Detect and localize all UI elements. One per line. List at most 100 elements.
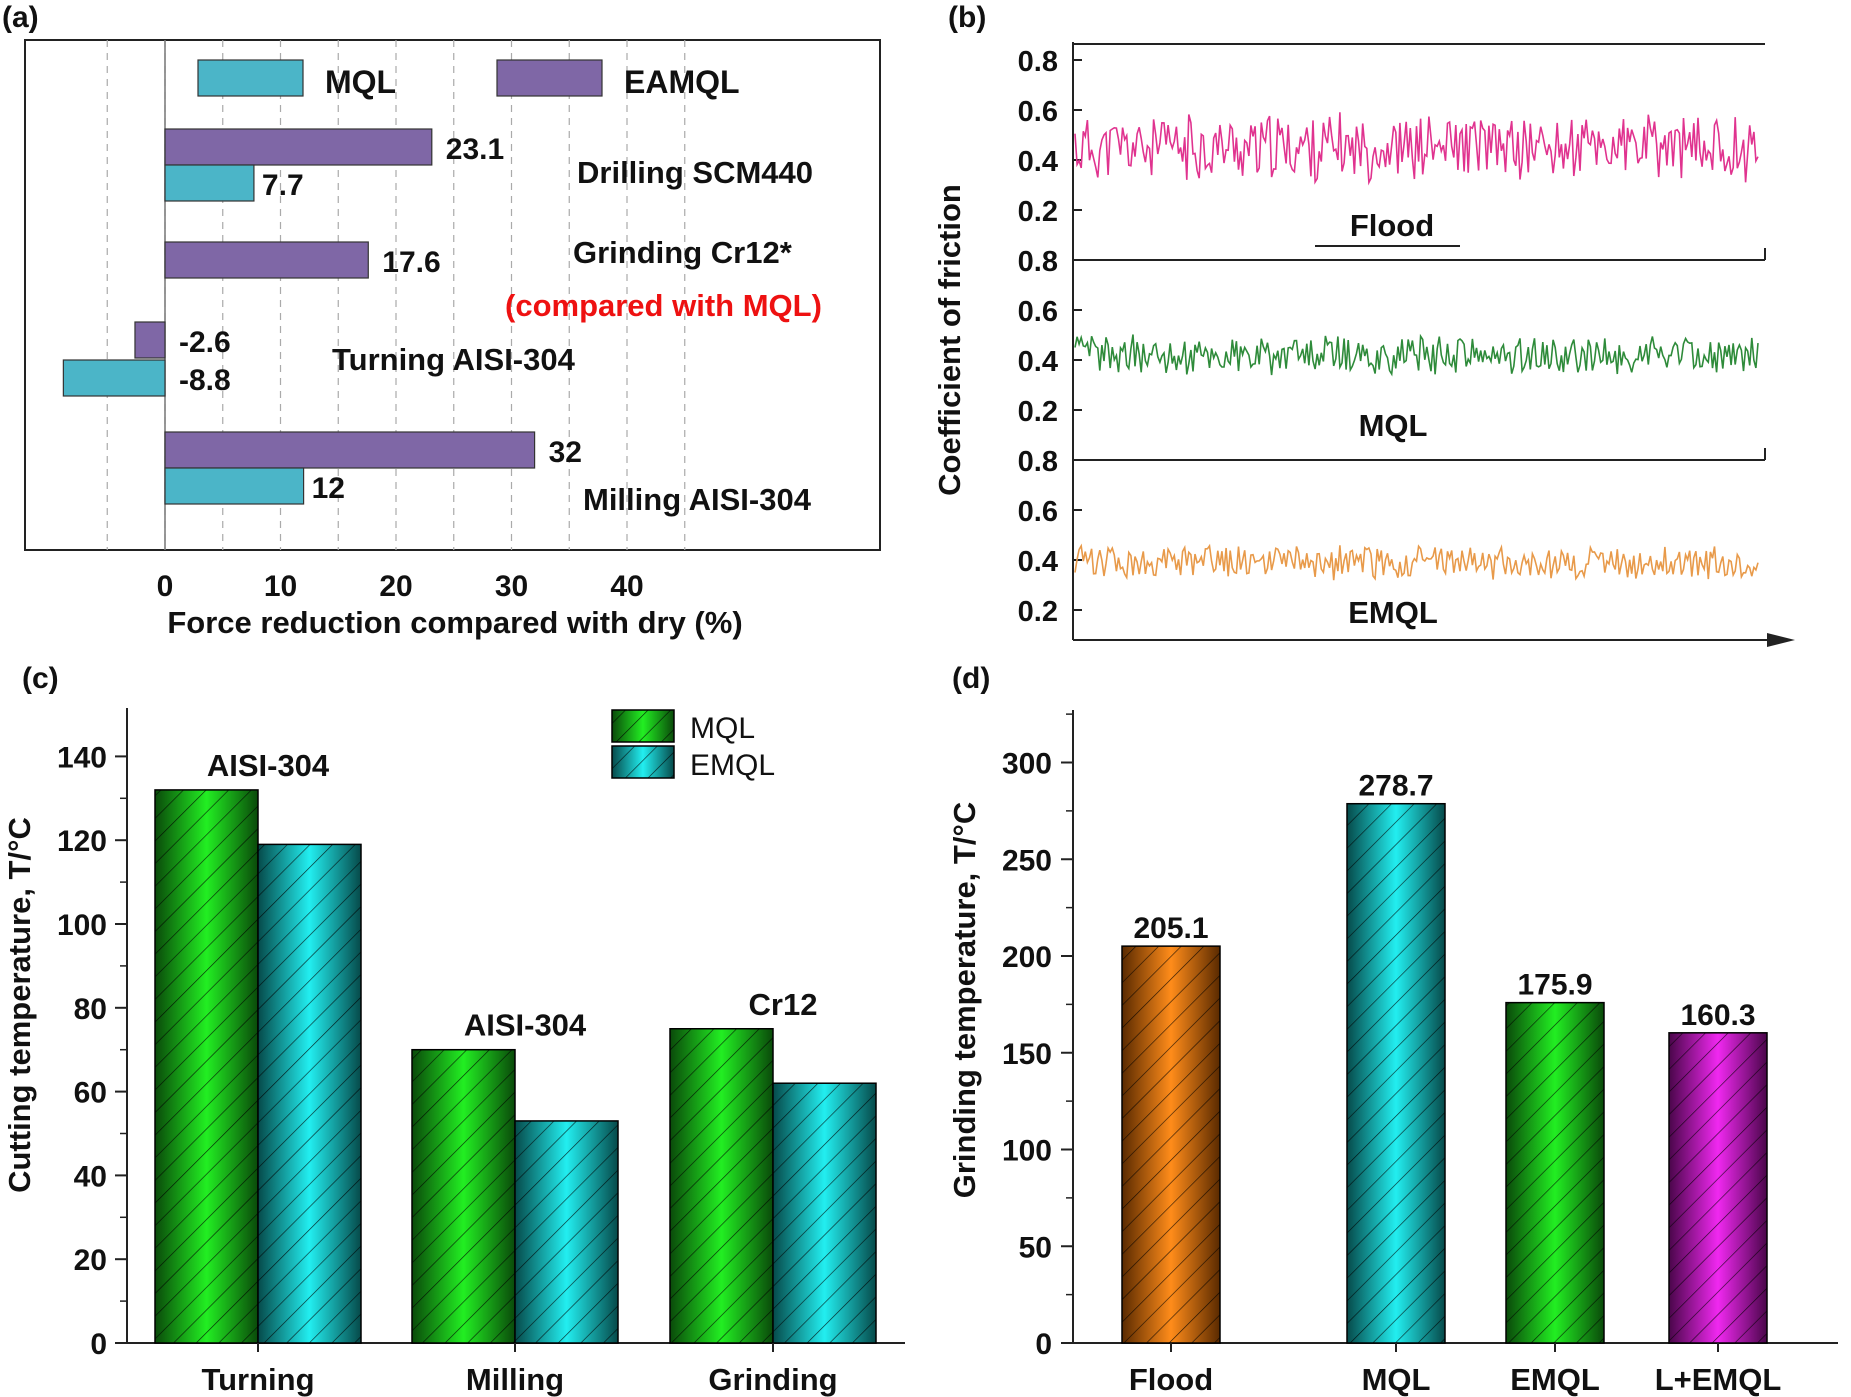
panel-d-ytick-label: 150 <box>1002 1038 1052 1071</box>
bar-value-label-eamql: -2.6 <box>179 326 231 359</box>
panel-a-frame <box>24 39 881 551</box>
panel-d-value-label: 278.7 <box>1358 770 1433 803</box>
bar-eamql <box>164 128 433 166</box>
panel-c-category-label: Turning <box>201 1362 314 1397</box>
panel-b-ytick-label: 0.2 <box>1018 396 1058 428</box>
bar-hatch <box>1122 946 1220 1343</box>
category-label-drilling: Drilling SCM440 <box>577 155 813 190</box>
legend-label-mql-c: MQL <box>690 712 755 745</box>
panel-b-ytick-label: 0.4 <box>1018 546 1058 578</box>
panel-b-x-axis-arrow <box>1767 633 1795 647</box>
panel-c-ytick-label: 20 <box>74 1244 107 1277</box>
panel-c-group-label: AISI-304 <box>464 1008 587 1043</box>
panel-a-label: (a) <box>2 1 39 34</box>
bar-hatch <box>412 1049 515 1343</box>
bar-mql <box>164 164 255 202</box>
legend-swatch-mql <box>197 59 304 97</box>
panel-d-category-label: Flood <box>1129 1362 1213 1397</box>
panel-b-ytick-label: 0.4 <box>1018 346 1058 378</box>
panel-d-ytick-label: 50 <box>1019 1231 1052 1264</box>
panel-b-ytick-label: 0.2 <box>1018 596 1058 628</box>
friction-series-line <box>1074 112 1759 186</box>
bar-hatch <box>670 1028 773 1343</box>
friction-series-label: Flood <box>1350 208 1434 243</box>
bar-value-label-eamql: 32 <box>549 436 582 469</box>
panel-d-category-label: EMQL <box>1510 1362 1600 1397</box>
category-label-grinding: Grinding Cr12* <box>573 235 793 270</box>
bar-eamql <box>134 321 166 359</box>
bar-value-label-mql: -8.8 <box>179 364 231 397</box>
panel-b-ytick-label: 0.8 <box>1018 446 1058 478</box>
panel-b-label: (b) <box>948 1 986 34</box>
panel-d-value-label: 160.3 <box>1680 999 1755 1032</box>
panel-d-ytick-label: 0 <box>1035 1328 1052 1361</box>
bar-hatch <box>1669 1032 1767 1343</box>
panel-c-cutting-temperature: (c) Cutting temperature, T/°C MQL EMQL 0… <box>2 662 905 1397</box>
panel-c-ytick-label: 120 <box>57 825 107 858</box>
friction-series-line <box>1074 333 1759 377</box>
friction-series-line <box>1074 543 1759 581</box>
panel-d-ylabel: Grinding temperature, T/°C <box>947 802 982 1199</box>
panel-a-xtick-label: 20 <box>379 570 412 603</box>
panel-d-ytick-label: 200 <box>1002 941 1052 974</box>
panel-b-ytick-label: 0.8 <box>1018 46 1058 78</box>
bar-hatch <box>258 844 361 1343</box>
bar-eamql <box>164 431 536 469</box>
panel-d-ytick-label: 100 <box>1002 1135 1052 1168</box>
panel-b-ytick-label: 0.6 <box>1018 96 1058 128</box>
friction-series-label: EMQL <box>1348 595 1438 630</box>
panel-c-ytick-label: 0 <box>90 1328 107 1361</box>
panel-a-xtick-label: 10 <box>264 570 297 603</box>
bar-eamql <box>164 241 369 279</box>
panel-c-ytick-label: 60 <box>74 1077 107 1110</box>
panel-b-ytick-label: 0.8 <box>1018 246 1058 278</box>
panel-c-category-label: Milling <box>466 1362 564 1397</box>
panel-b-ytick-label: 0.2 <box>1018 196 1058 228</box>
panel-b-ytick-label: 0.6 <box>1018 496 1058 528</box>
panel-d-category-label: L+EMQL <box>1655 1362 1782 1397</box>
panel-c-ytick-label: 100 <box>57 909 107 942</box>
panel-c-group-label: Cr12 <box>749 987 818 1022</box>
bar-value-label-mql: 7.7 <box>262 169 304 202</box>
legend-label-mql: MQL <box>325 64 396 100</box>
panel-d-category-label: MQL <box>1362 1362 1431 1397</box>
panel-c-ytick-label: 80 <box>74 993 107 1026</box>
panel-d-value-label: 205.1 <box>1133 912 1208 945</box>
panel-d-ytick-label: 300 <box>1002 748 1052 781</box>
bar-mql <box>62 359 166 397</box>
panel-b-ytick-label: 0.4 <box>1018 146 1058 178</box>
panel-b-friction: (b) Coefficient of friction 0.8 0.6 0.4 0.2… <box>932 1 1795 647</box>
category-label-turning: Turning AISI-304 <box>332 342 576 377</box>
panel-c-ytick-label: 140 <box>57 741 107 774</box>
panel-d-label: (d) <box>952 662 990 695</box>
bar-value-label-eamql: 17.6 <box>382 246 440 279</box>
panel-a-xtick-label: 0 <box>157 570 174 603</box>
bar-hatch <box>1506 1002 1604 1343</box>
panel-b-ylabel: Coefficient of friction <box>932 184 967 496</box>
panel-a-xlabel: Force reduction compared with dry (%) <box>167 605 742 640</box>
panel-a-xtick-label: 40 <box>610 570 643 603</box>
legend-swatch-eamql <box>496 59 603 97</box>
legend-swatch-mql-c-hatch <box>612 710 674 742</box>
panel-c-ylabel: Cutting temperature, T/°C <box>2 817 37 1193</box>
legend-label-emql-c: EMQL <box>690 749 775 782</box>
bar-value-label-eamql: 23.1 <box>446 133 504 166</box>
panel-c-ytick-label: 40 <box>74 1160 107 1193</box>
legend-swatch-emql-c-hatch <box>612 746 674 778</box>
bar-mql <box>164 467 305 505</box>
annotation-compared-with-mql: (compared with MQL) <box>505 288 822 323</box>
bar-value-label-mql: 12 <box>312 472 345 505</box>
panel-c-label: (c) <box>22 662 59 695</box>
legend-label-eamql: EAMQL <box>624 64 740 100</box>
category-label-milling: Milling AISI-304 <box>583 482 812 517</box>
panel-a-force-reduction: (a) MQL EAMQL 23.1 7.7 17.6 -2.6 -8.8 32 12 Dr… <box>2 1 881 640</box>
panel-c-category-label: Grinding <box>708 1362 837 1397</box>
panel-b-ytick-label: 0.6 <box>1018 296 1058 328</box>
bar-hatch <box>155 789 258 1343</box>
panel-c-group-label: AISI-304 <box>207 748 330 783</box>
bar-hatch <box>1347 803 1445 1343</box>
panel-d-ytick-label: 250 <box>1002 844 1052 877</box>
bar-hatch <box>773 1083 876 1343</box>
friction-series-label: MQL <box>1359 408 1428 443</box>
